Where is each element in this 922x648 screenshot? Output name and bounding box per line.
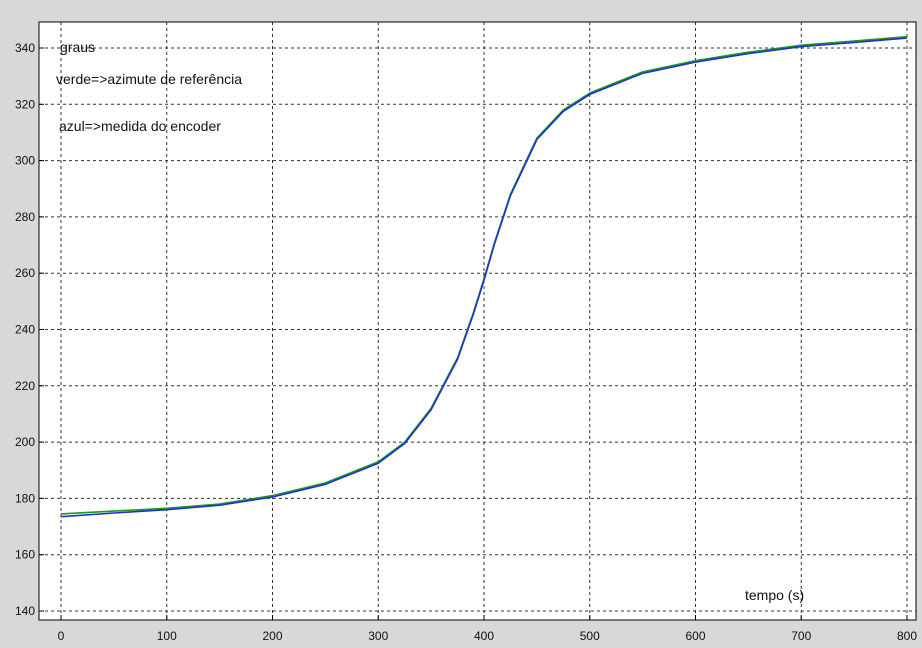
y-tick-label: 280	[15, 210, 35, 224]
x-tick-label: 100	[157, 629, 177, 643]
y-tick-label: 300	[15, 154, 35, 168]
y-tick-label: 220	[15, 379, 35, 393]
y-tick-label: 140	[15, 604, 35, 618]
grid	[39, 22, 916, 620]
x-tick-label: 400	[474, 629, 494, 643]
x-tick-label: 500	[580, 629, 600, 643]
x-tick-label: 700	[791, 629, 811, 643]
annotation-blue-series: azul=>medida do encoder	[59, 118, 221, 134]
series-group	[60, 35, 908, 518]
x-tick-label: 200	[262, 629, 282, 643]
x-tick-label: 600	[685, 629, 705, 643]
plot-area	[38, 21, 917, 621]
y-tick-label: 160	[15, 548, 35, 562]
x-tick-label: 800	[897, 629, 917, 643]
x-tick-label: 0	[58, 629, 65, 643]
x-tick-label: 300	[368, 629, 388, 643]
axis-ticks: 0 100 200 300 400 500 600 700 800 140 160 180 200 220…	[15, 41, 917, 643]
series-line-blue	[60, 37, 908, 518]
y-tick-label: 180	[15, 491, 35, 505]
y-tick-label: 200	[15, 435, 35, 449]
y-tick-label: 240	[15, 323, 35, 337]
x-axis-label: tempo (s)	[745, 587, 804, 603]
y-tick-label: 260	[15, 266, 35, 280]
y-axis-label: graus	[60, 39, 95, 55]
annotation-green-series: verde=>azimute de referência	[56, 71, 242, 87]
y-tick-label: 320	[15, 97, 35, 111]
y-tick-label: 340	[15, 41, 35, 55]
